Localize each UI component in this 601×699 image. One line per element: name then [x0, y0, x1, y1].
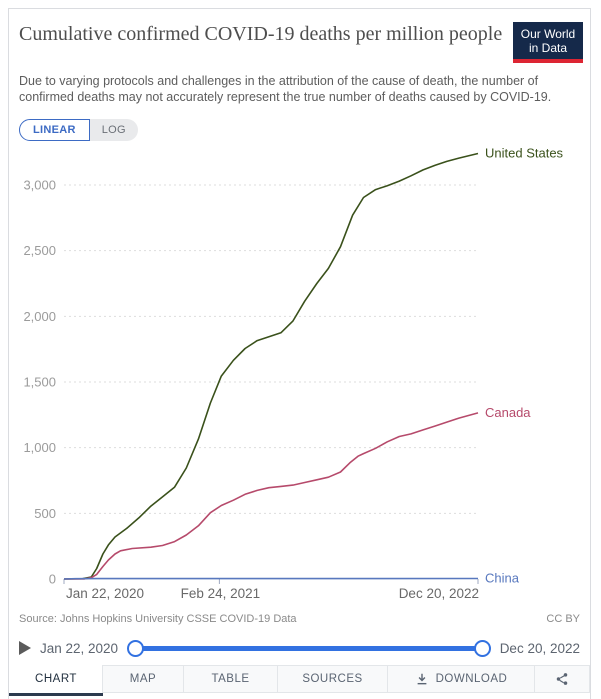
series-label-united-states[interactable]: United States	[485, 145, 564, 160]
series-line-china[interactable]	[63, 577, 479, 580]
tab-table[interactable]: TABLE	[183, 665, 278, 693]
series-label-canada[interactable]: Canada	[485, 405, 531, 420]
linear-scale-button[interactable]: LINEAR	[19, 119, 90, 141]
tab-sources-label: SOURCES	[302, 673, 363, 685]
download-icon	[415, 672, 429, 686]
tab-chart-label: CHART	[35, 673, 77, 685]
timeline-start-handle[interactable]	[127, 639, 145, 657]
y-tick-label: 3,000	[23, 178, 56, 193]
tab-download[interactable]: DOWNLOAD	[387, 665, 535, 693]
timeline-end-label: Dec 20, 2022	[499, 640, 580, 656]
series-line-canada[interactable]	[63, 412, 479, 580]
chart-embed-frame: Cumulative confirmed COVID-19 deaths per…	[8, 8, 591, 699]
our-world-in-data-logo[interactable]: Our World in Data	[513, 22, 583, 63]
tab-map-label: MAP	[129, 673, 157, 685]
logo-line1: Our World	[520, 27, 576, 41]
y-tick-label: 500	[34, 506, 56, 521]
timeline-slider[interactable]	[127, 639, 491, 658]
tab-map[interactable]: MAP	[102, 665, 184, 693]
line-chart-plot-area[interactable]: 0 500 1,000 1,500 2,000 2,500 3,000 Jan 22, 202…	[9, 139, 592, 609]
x-tick-label: Jan 22, 2020	[66, 586, 144, 601]
series-label-china[interactable]: China	[485, 571, 520, 586]
y-tick-label: 0	[49, 572, 56, 587]
timeline-controls: Jan 22, 2020 Dec 20, 2022	[19, 635, 580, 661]
scale-toggle: LINEAR LOG	[19, 119, 138, 141]
license-link[interactable]: CC BY	[546, 613, 580, 625]
timeline-start-label: Jan 22, 2020	[40, 640, 119, 656]
y-tick-label: 2,000	[23, 309, 56, 324]
x-tick-label: Feb 24, 2021	[181, 586, 261, 601]
tab-download-label: DOWNLOAD	[435, 673, 508, 685]
tab-share[interactable]	[534, 665, 590, 693]
share-icon	[555, 672, 569, 686]
y-tick-label: 1,000	[23, 440, 56, 455]
page-title: Cumulative confirmed COVID-19 deaths per…	[19, 23, 503, 45]
source-row: Source: Johns Hopkins University CSSE CO…	[19, 613, 580, 625]
timeline-slider-track[interactable]	[135, 645, 483, 651]
log-scale-button[interactable]: LOG	[89, 119, 138, 141]
x-tick-label: Dec 20, 2022	[399, 586, 479, 601]
y-tick-label: 2,500	[23, 243, 56, 258]
source-text[interactable]: Source: Johns Hopkins University CSSE CO…	[19, 613, 297, 625]
tab-chart[interactable]: CHART	[9, 665, 103, 696]
series-line-united-states[interactable]	[63, 152, 479, 580]
logo-line2: in Data	[528, 41, 568, 55]
tab-sources[interactable]: SOURCES	[277, 665, 388, 693]
play-button[interactable]	[19, 641, 31, 655]
tab-table-label: TABLE	[211, 673, 250, 685]
chart-subtitle: Due to varying protocols and challenges …	[19, 74, 552, 104]
bottom-tab-bar: CHART MAP TABLE SOURCES DOWNLOAD	[9, 665, 592, 696]
y-tick-label: 1,500	[23, 375, 56, 390]
timeline-end-handle[interactable]	[473, 639, 491, 657]
